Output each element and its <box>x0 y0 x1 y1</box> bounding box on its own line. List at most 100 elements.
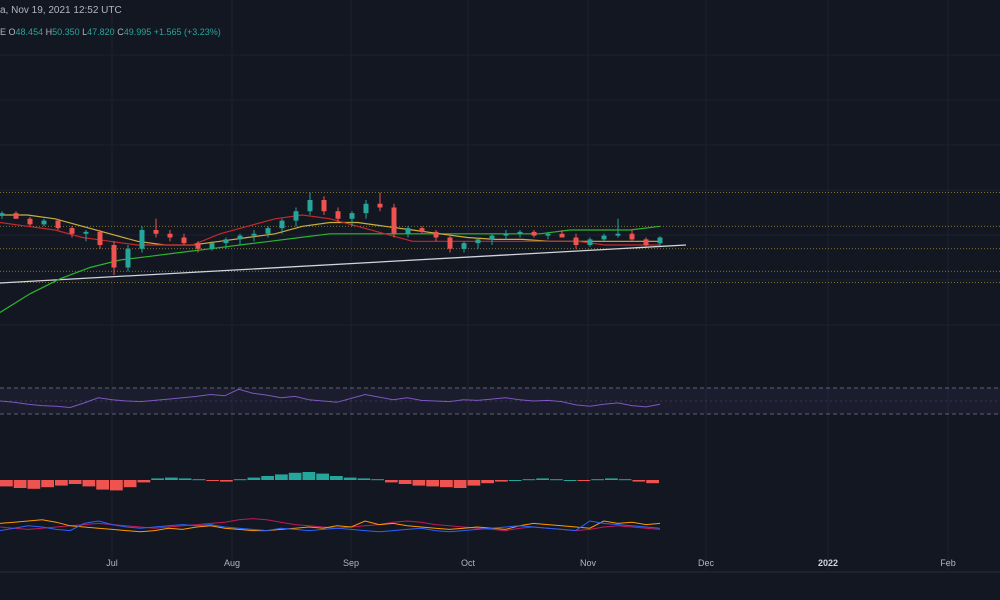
macd-bar <box>137 480 151 483</box>
macd-bar <box>453 480 467 488</box>
macd-bar <box>330 476 343 480</box>
macd-bar <box>385 480 398 483</box>
macd-bar <box>550 479 563 481</box>
x-axis-tick-label: Feb <box>940 558 956 568</box>
candle-down <box>391 207 397 234</box>
candle-down <box>111 245 117 268</box>
candle-up <box>293 211 299 221</box>
macd-bar <box>536 478 549 480</box>
x-axis-tick-label: Nov <box>579 558 597 568</box>
macd-bar <box>343 477 357 480</box>
macd-bar <box>646 480 659 484</box>
macd-bar <box>357 478 371 480</box>
candle-up <box>125 248 131 268</box>
ohlc-high-label: H <box>45 27 53 37</box>
dmi-minus-line <box>0 519 661 533</box>
x-axis-tick-label: Jul <box>106 558 118 568</box>
candle-down <box>377 203 383 208</box>
candle-down <box>559 233 565 238</box>
macd-bar <box>288 472 302 480</box>
macd-bar <box>495 480 508 482</box>
macd-bar <box>247 477 261 480</box>
macd-bar <box>316 473 329 480</box>
macd-bar <box>68 480 82 484</box>
candle-down <box>97 231 103 245</box>
macd-bar <box>508 480 522 481</box>
candle-down <box>643 239 649 245</box>
candle-up <box>601 235 607 240</box>
trendline <box>0 244 687 284</box>
macd-bar <box>27 480 41 489</box>
ohlc-open-label: O <box>8 27 16 37</box>
ohlc-close-label: C <box>117 27 124 37</box>
candle-down <box>447 237 453 249</box>
macd-bar <box>233 479 247 481</box>
ohlc-low: 47.820 <box>87 27 115 37</box>
candle-up <box>307 200 313 212</box>
ohlc-readout: E O48.454 H50.350 L47.820 C49.995 +1.565… <box>0 27 221 37</box>
candle-up <box>405 228 411 234</box>
macd-bar <box>110 480 123 491</box>
macd-bar <box>206 480 219 481</box>
ohlc-close: 49.995 <box>123 27 152 37</box>
rsi-line <box>0 388 661 409</box>
ma-fast-line <box>0 214 660 246</box>
macd-bar <box>0 480 13 487</box>
candle-down <box>153 230 159 234</box>
candle-up <box>223 239 229 244</box>
ohlc-open: 48.454 <box>15 27 44 37</box>
macd-bar <box>522 479 536 481</box>
candle-down <box>419 228 425 232</box>
candle-down <box>13 213 19 219</box>
macd-bar <box>302 472 316 480</box>
x-axis-tick-label: Aug <box>223 558 241 568</box>
macd-bar <box>605 478 618 480</box>
macd-bar <box>82 480 96 487</box>
macd-bar <box>165 477 178 480</box>
macd-bar <box>467 480 481 486</box>
candle-down <box>573 237 579 245</box>
chart-datetime: a, Nov 19, 2021 12:52 UTC <box>0 5 122 16</box>
candle-up <box>475 239 481 244</box>
candle-up <box>349 213 355 219</box>
macd-bar <box>151 478 164 480</box>
candle-up <box>265 228 271 234</box>
x-axis-tick-label: 2022 <box>817 558 839 568</box>
candle-up <box>461 243 467 249</box>
candle-down <box>335 211 341 219</box>
candle-up <box>545 233 551 236</box>
candle-down <box>55 220 61 229</box>
macd-bar <box>618 479 632 481</box>
macd-bar <box>41 480 54 488</box>
x-axis-tick-label: Oct <box>460 558 476 568</box>
candle-down <box>195 243 201 249</box>
macd-bar <box>398 480 412 484</box>
candle-down <box>27 218 33 225</box>
ohlc-low-label: L <box>82 27 88 37</box>
candle-down <box>181 237 187 244</box>
candle-up <box>503 233 509 236</box>
candle-down <box>531 231 537 236</box>
ohlc-change: +1.565 (+3.23%) <box>153 27 221 37</box>
macd-bar <box>123 480 137 488</box>
candle-up <box>0 213 5 215</box>
macd-bar <box>440 480 453 488</box>
candle-up <box>83 231 89 234</box>
macd-bar <box>275 474 288 480</box>
candle-down <box>69 228 75 234</box>
candle-up <box>489 235 495 240</box>
macd-bar <box>192 479 206 481</box>
macd-bar <box>13 480 27 488</box>
x-axis-tick-label: Dec <box>697 558 715 568</box>
dmi-plus-line <box>0 520 661 533</box>
candle-down <box>167 233 173 238</box>
macd-bar <box>96 480 109 490</box>
ohlc-high: 50.350 <box>52 27 80 37</box>
x-axis-tick-label: Sep <box>342 558 360 568</box>
ohlc-prefix: E <box>0 27 7 37</box>
candle-up <box>615 233 621 236</box>
ma-slow-line <box>0 225 661 314</box>
candle-up <box>657 237 663 244</box>
